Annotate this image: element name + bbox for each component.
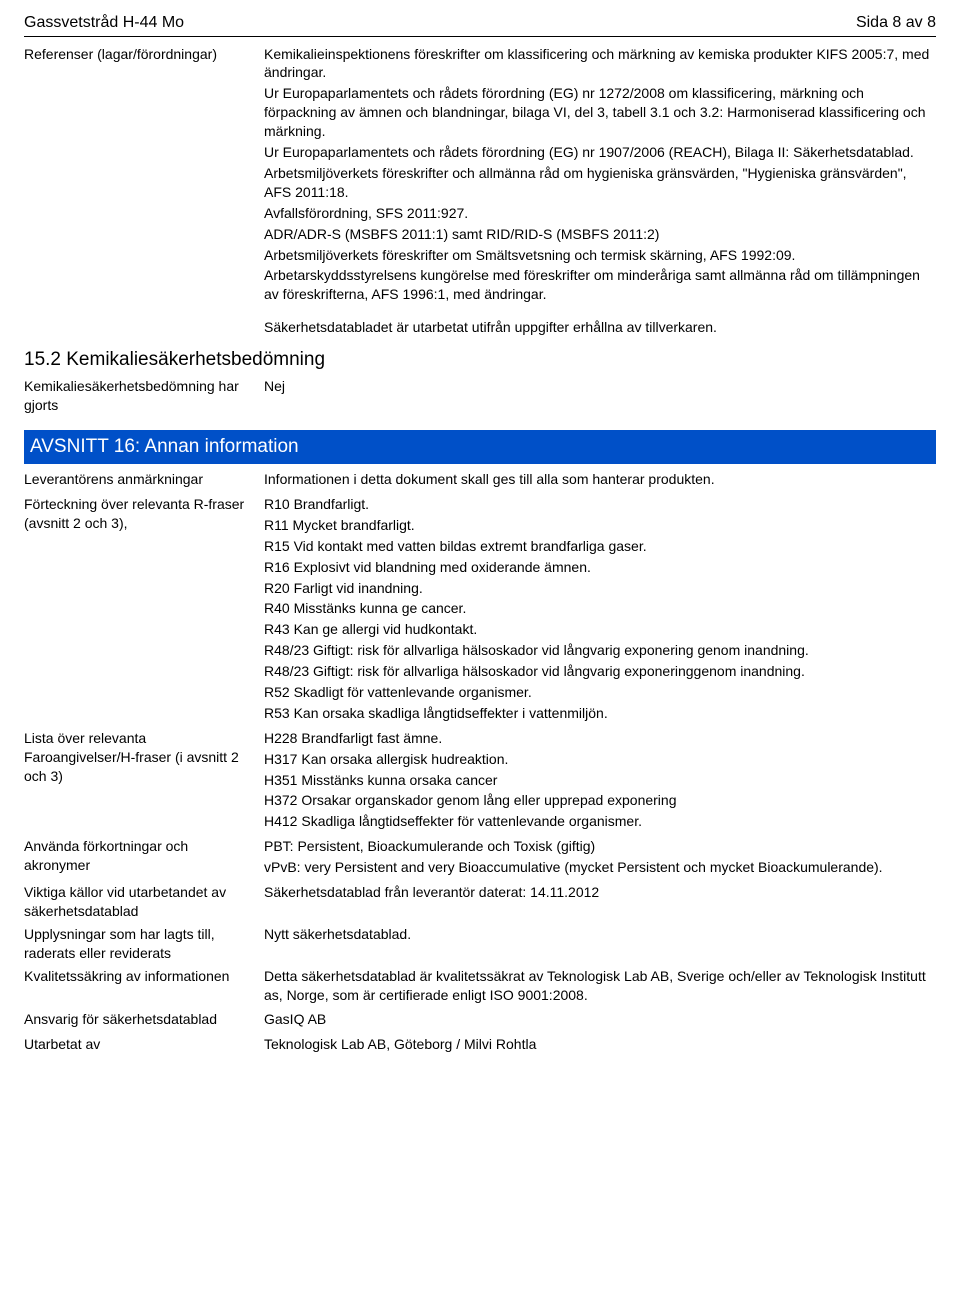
r-phrases-value: R10 Brandfarligt. R11 Mycket brandfarlig… <box>264 495 936 725</box>
product-name: Gassvetstråd H-44 Mo <box>24 12 184 34</box>
quality-assurance-row: Kvalitetssäkring av informationen Detta … <box>24 967 936 1007</box>
revision-info-label: Upplysningar som har lagts till, raderat… <box>24 925 264 963</box>
references-paragraph: Ur Europaparlamentets och rådets förordn… <box>264 84 936 141</box>
prepared-by-value: Teknologisk Lab AB, Göteborg / Milvi Roh… <box>264 1035 936 1056</box>
h-phrases-label: Lista över relevanta Faroangivelser/H-fr… <box>24 729 264 833</box>
h-phrases-row: Lista över relevanta Faroangivelser/H-fr… <box>24 729 936 833</box>
abbreviations-row: Använda förkortningar och akronymer PBT:… <box>24 837 936 879</box>
revision-info-row: Upplysningar som har lagts till, raderat… <box>24 925 936 963</box>
supplier-notes-value: Informationen i detta dokument skall ges… <box>264 470 936 491</box>
value-line: H412 Skadliga långtidseffekter för vatte… <box>264 812 936 831</box>
value-line: R52 Skadligt för vattenlevande organisme… <box>264 683 936 702</box>
references-paragraph: Avfallsförordning, SFS 2011:927. <box>264 204 936 223</box>
value-line: Säkerhetsdatablad från leverantör datera… <box>264 883 936 902</box>
r-phrases-row: Förteckning över relevanta R-fraser (avs… <box>24 495 936 725</box>
key-sources-row: Viktiga källor vid utarbetandet av säker… <box>24 883 936 921</box>
chemical-safety-value: Nej <box>264 377 936 415</box>
h-phrases-value: H228 Brandfarligt fast ämne. H317 Kan or… <box>264 729 936 833</box>
prepared-by-label: Utarbetat av <box>24 1035 264 1056</box>
value-line: Nytt säkerhetsdatablad. <box>264 925 936 944</box>
abbreviations-label: Använda förkortningar och akronymer <box>24 837 264 879</box>
supplier-notes-label: Leverantörens anmärkningar <box>24 470 264 491</box>
key-sources-label: Viktiga källor vid utarbetandet av säker… <box>24 883 264 921</box>
chemical-safety-label: Kemikaliesäkerhetsbedömning har gjorts <box>24 377 264 415</box>
value-line: H372 Orsakar organskador genom lång elle… <box>264 791 936 810</box>
references-footer-note: Säkerhetsdatabladet är utarbetat utifrån… <box>264 318 936 337</box>
value-line: R11 Mycket brandfarligt. <box>264 516 936 535</box>
value-line: Detta säkerhetsdatablad är kvalitetssäkr… <box>264 967 936 1005</box>
chemical-safety-row: Kemikaliesäkerhetsbedömning har gjorts N… <box>24 377 936 415</box>
quality-assurance-label: Kvalitetssäkring av informationen <box>24 967 264 1007</box>
prepared-by-row: Utarbetat av Teknologisk Lab AB, Götebor… <box>24 1035 936 1056</box>
value-line: Informationen i detta dokument skall ges… <box>264 470 936 489</box>
value-line: PBT: Persistent, Bioackumulerande och To… <box>264 837 936 856</box>
value-line: R20 Farligt vid inandning. <box>264 579 936 598</box>
page-indicator: Sida 8 av 8 <box>856 12 936 34</box>
value-line: GasIQ AB <box>264 1010 936 1029</box>
value-line: R40 Misstänks kunna ge cancer. <box>264 599 936 618</box>
abbreviations-value: PBT: Persistent, Bioackumulerande och To… <box>264 837 936 879</box>
references-paragraph: Arbetsmiljöverkets föreskrifter om Smält… <box>264 246 936 265</box>
key-sources-value: Säkerhetsdatablad från leverantör datera… <box>264 883 936 921</box>
value-line: R43 Kan ge allergi vid hudkontakt. <box>264 620 936 639</box>
references-row: Referenser (lagar/förordningar) Kemikali… <box>24 45 936 339</box>
references-paragraph: Ur Europaparlamentets och rådets förordn… <box>264 143 936 162</box>
section-15-2-heading: 15.2 Kemikaliesäkerhetsbedömning <box>24 347 936 373</box>
references-paragraph: Kemikalieinspektionens föreskrifter om k… <box>264 45 936 83</box>
responsible-label: Ansvarig för säkerhetsdatablad <box>24 1010 264 1031</box>
value-line: R48/23 Giftigt: risk för allvarliga häls… <box>264 662 936 681</box>
references-value: Kemikalieinspektionens föreskrifter om k… <box>264 45 936 339</box>
value-line: Teknologisk Lab AB, Göteborg / Milvi Roh… <box>264 1035 936 1054</box>
value-line: R53 Kan orsaka skadliga långtidseffekter… <box>264 704 936 723</box>
references-paragraph: ADR/ADR-S (MSBFS 2011:1) samt RID/RID-S … <box>264 225 936 244</box>
supplier-notes-row: Leverantörens anmärkningar Informationen… <box>24 470 936 491</box>
responsible-row: Ansvarig för säkerhetsdatablad GasIQ AB <box>24 1010 936 1031</box>
page-header: Gassvetstråd H-44 Mo Sida 8 av 8 <box>24 12 936 37</box>
responsible-value: GasIQ AB <box>264 1010 936 1031</box>
value-line: H228 Brandfarligt fast ämne. <box>264 729 936 748</box>
references-paragraph: Arbetsmiljöverkets föreskrifter och allm… <box>264 164 936 202</box>
revision-info-value: Nytt säkerhetsdatablad. <box>264 925 936 963</box>
value-line: H317 Kan orsaka allergisk hudreaktion. <box>264 750 936 769</box>
value-line: R48/23 Giftigt: risk för allvarliga häls… <box>264 641 936 660</box>
references-label: Referenser (lagar/förordningar) <box>24 45 264 339</box>
value-line: H351 Misstänks kunna orsaka cancer <box>264 771 936 790</box>
r-phrases-label: Förteckning över relevanta R-fraser (avs… <box>24 495 264 725</box>
value-line: R15 Vid kontakt med vatten bildas extrem… <box>264 537 936 556</box>
value-line: R16 Explosivt vid blandning med oxideran… <box>264 558 936 577</box>
section-16-title-bar: AVSNITT 16: Annan information <box>24 430 936 464</box>
quality-assurance-value: Detta säkerhetsdatablad är kvalitetssäkr… <box>264 967 936 1007</box>
references-paragraph: Arbetarskyddsstyrelsens kungörelse med f… <box>264 266 936 304</box>
value-line: vPvB: very Persistent and very Bioaccumu… <box>264 858 936 877</box>
value-line: R10 Brandfarligt. <box>264 495 936 514</box>
